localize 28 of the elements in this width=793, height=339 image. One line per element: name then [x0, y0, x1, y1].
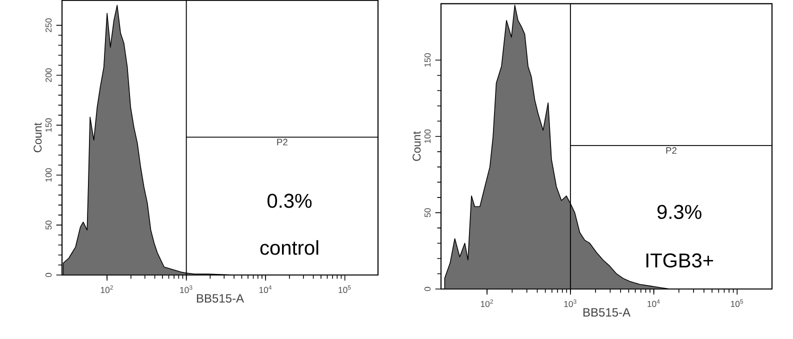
x-axis-title: BB515-A [196, 294, 244, 303]
y-tick-label: 100 [45, 168, 52, 182]
y-tick-label: 50 [45, 220, 52, 230]
x-tick-label: 10$^{4}$ [648, 299, 660, 308]
y-tick-label: 0 [45, 272, 52, 278]
x-tick-label: 10$^{3}$ [180, 285, 192, 294]
annotation: control [260, 240, 318, 255]
annotation: 0.3% [268, 194, 312, 208]
x-tick-label: 10$^{3}$ [564, 299, 576, 308]
y-axis-title: Count [34, 122, 42, 152]
annotation: ITGB3+ [646, 253, 714, 268]
y-tick-label: 200 [45, 68, 52, 82]
x-tick-label: 10$^{5}$ [730, 299, 744, 308]
x-tick-label: 10$^{5}$ [338, 285, 351, 293]
y-tick-label: 100 [424, 130, 431, 143]
annotation: 9.3% [657, 204, 702, 220]
y-tick-label: 0 [424, 286, 431, 292]
y-tick-label: 250 [45, 18, 52, 32]
y-tick-label: 50 [424, 208, 431, 218]
x-tick-label: 10$^{2}$ [480, 299, 493, 308]
x-tick-label: 10$^{4}$ [259, 285, 272, 293]
x-tick-label: 10$^{2}$ [100, 285, 113, 294]
y-tick-label: 150 [45, 118, 52, 132]
ref-line-label: P2 [666, 147, 676, 154]
y-tick-label: 150 [424, 53, 431, 67]
x-axis-title: BB515-A [583, 308, 630, 317]
y-axis-title: Count [412, 131, 421, 161]
ref-line-label: P2 [277, 138, 288, 146]
